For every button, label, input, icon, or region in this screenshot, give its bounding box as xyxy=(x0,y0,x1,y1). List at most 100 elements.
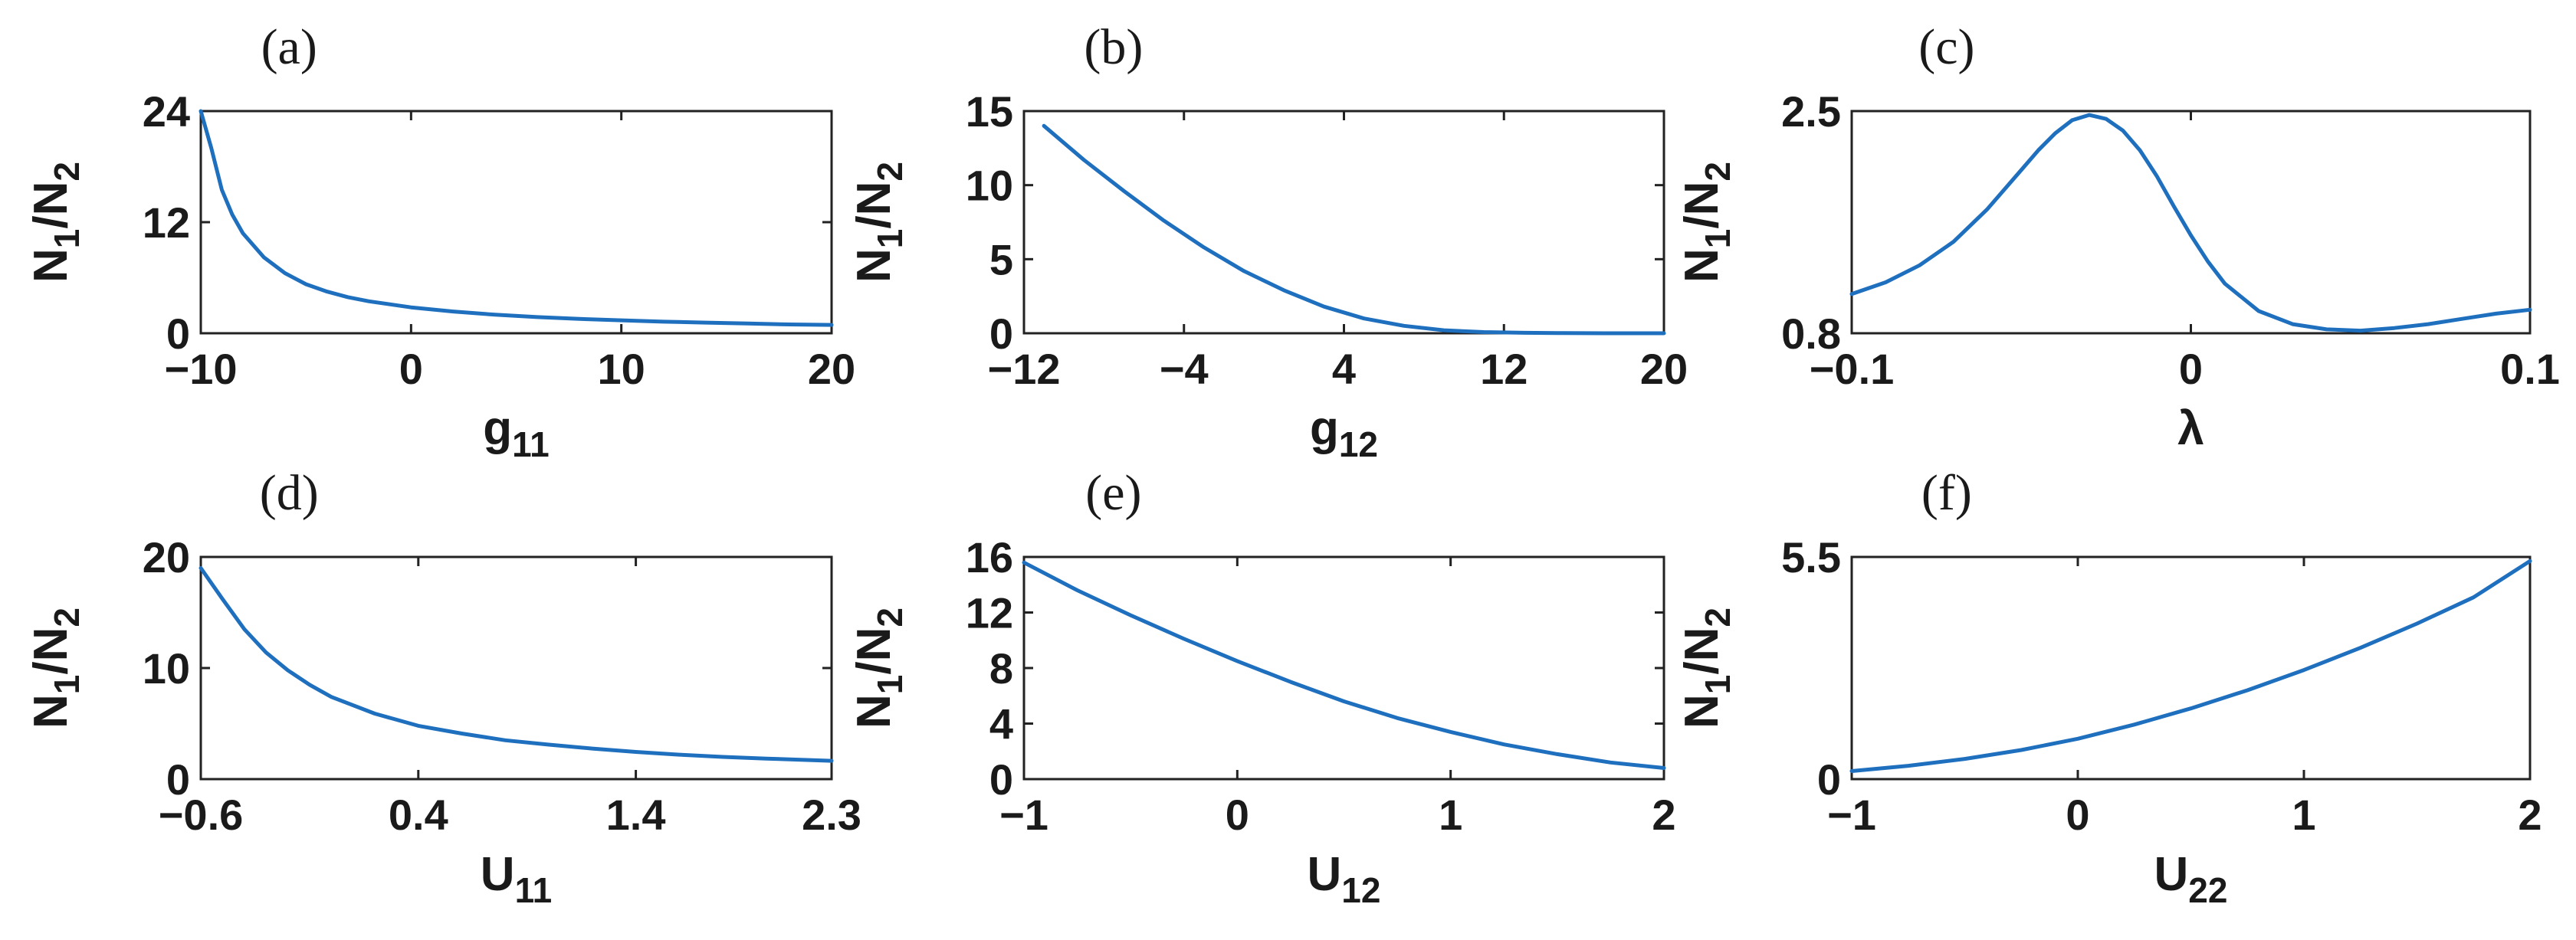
x-axis-label-subscript: 12 xyxy=(1339,424,1378,464)
y-axis-label-main: N xyxy=(25,694,77,729)
x-axis-label-subscript: 11 xyxy=(512,424,550,464)
x-tick-label: 20 xyxy=(808,345,855,393)
y-tick-label: 0.8 xyxy=(1781,310,1841,358)
x-axis-label-main: U xyxy=(1308,848,1342,901)
plot-frame xyxy=(1022,110,1665,335)
x-tick-label: −4 xyxy=(1160,345,1209,393)
x-tick-label: −0.6 xyxy=(159,791,244,839)
panel-2: −0.1 0 0.1 0.8 2.5 (c) λ N1/N2 xyxy=(1675,19,2560,455)
x-axis-label: U11 xyxy=(481,848,552,910)
x-tick-label: 10 xyxy=(598,345,645,393)
y-tick-label: 0 xyxy=(166,755,190,804)
x-axis-label: U12 xyxy=(1308,848,1381,910)
y-tick-label: 24 xyxy=(143,87,190,136)
y-tick-label: 12 xyxy=(143,198,190,247)
x-tick-label: −0.1 xyxy=(1810,345,1895,393)
y-axis-label: N1/N2 xyxy=(848,162,910,283)
x-tick-label: 0 xyxy=(2179,345,2203,393)
data-series-line xyxy=(1849,113,2532,333)
x-axis-label-main: g xyxy=(483,402,512,455)
x-axis-label-main: U xyxy=(481,848,515,901)
y-axis-label-subscript: 1 xyxy=(47,675,87,695)
x-tick-label: 1 xyxy=(2292,791,2315,839)
y-tick-label: 4 xyxy=(989,700,1013,748)
y-tick-label: 12 xyxy=(966,589,1013,637)
x-axis-label-subscript: 12 xyxy=(1341,870,1380,910)
y-axis-label-subscript: 2 xyxy=(1698,162,1738,182)
x-tick-label: 4 xyxy=(1332,345,1356,393)
y-tick-label: 5 xyxy=(989,235,1013,283)
panel-tag: (b) xyxy=(1084,19,1143,75)
y-axis-label: N1/N2 xyxy=(848,608,910,729)
y-axis-label-middle: /N xyxy=(848,182,901,229)
y-axis-label-subscript: 1 xyxy=(47,229,87,249)
y-axis-label: N1/N2 xyxy=(25,162,87,283)
x-tick-label: 20 xyxy=(1640,345,1688,393)
panel-tag: (f) xyxy=(1921,465,1972,521)
y-axis-label-main: N xyxy=(1675,694,1728,729)
plot-frame xyxy=(1022,555,1665,781)
y-tick-label: 0 xyxy=(989,755,1013,804)
y-tick-label: 10 xyxy=(143,644,190,693)
x-tick-label: 2 xyxy=(1652,791,1675,839)
x-axis-label: g12 xyxy=(1310,402,1378,464)
y-tick-label: 0 xyxy=(989,310,1013,358)
x-tick-label: 0 xyxy=(2066,791,2089,839)
x-tick-label: 12 xyxy=(1480,345,1528,393)
x-tick-label: 0.1 xyxy=(2500,345,2560,393)
data-series-line xyxy=(1849,558,2532,773)
panel-3: −0.6 0.4 1.4 2.3 0 10 20 (d) U11 N1/N2 xyxy=(25,465,861,910)
y-tick-label: 0 xyxy=(166,310,190,358)
y-axis-label-middle: /N xyxy=(1675,627,1728,675)
x-tick-label: −1 xyxy=(1827,791,1876,839)
plot-frame xyxy=(1850,555,2532,781)
data-series-line xyxy=(199,109,834,327)
panel-tag: (a) xyxy=(261,19,317,75)
y-tick-label: 8 xyxy=(989,644,1013,693)
x-axis-label: g11 xyxy=(483,402,550,464)
data-series-line xyxy=(1042,123,1666,336)
y-axis-label-subscript: 2 xyxy=(47,608,87,627)
y-axis-label-subscript: 2 xyxy=(870,608,910,627)
x-tick-label: −10 xyxy=(165,345,238,393)
y-axis-label-main: N xyxy=(25,248,77,283)
panel-tag: (d) xyxy=(260,465,319,521)
y-axis-label-subscript: 2 xyxy=(1698,608,1738,627)
y-tick-label: 2.5 xyxy=(1781,87,1841,136)
y-axis-label-subscript: 1 xyxy=(1698,229,1738,249)
plot-frame xyxy=(199,110,833,335)
y-axis-label-main: N xyxy=(848,248,901,283)
y-axis-label-main: N xyxy=(1675,248,1728,283)
y-tick-label: 16 xyxy=(966,533,1013,581)
plot-frame xyxy=(1850,110,2532,335)
x-tick-label: 0 xyxy=(1226,791,1249,839)
x-tick-label: 2 xyxy=(2518,791,2542,839)
y-tick-label: 15 xyxy=(966,87,1013,136)
y-tick-label: 5.5 xyxy=(1781,533,1841,581)
y-axis-label-middle: /N xyxy=(25,182,77,229)
x-tick-label: 0 xyxy=(399,345,423,393)
y-tick-label: 0 xyxy=(1817,755,1841,804)
y-axis-label-main: N xyxy=(848,694,901,729)
x-axis-label-main: λ xyxy=(2177,402,2204,455)
y-axis-label-subscript: 2 xyxy=(47,162,87,182)
x-axis-label-subscript: 22 xyxy=(2188,870,2227,910)
y-axis-label-middle: /N xyxy=(848,627,901,675)
x-tick-label: −1 xyxy=(999,791,1048,839)
y-axis-label-subscript: 2 xyxy=(870,162,910,182)
x-tick-label: 1.4 xyxy=(606,791,666,839)
y-axis-label: N1/N2 xyxy=(25,608,87,729)
data-series-line xyxy=(1022,560,1666,770)
data-series-line xyxy=(199,566,834,763)
y-axis-label-subscript: 1 xyxy=(1698,675,1738,695)
y-axis-label-subscript: 1 xyxy=(870,675,910,695)
y-axis-label: N1/N2 xyxy=(1675,608,1738,729)
x-tick-label: 1 xyxy=(1439,791,1462,839)
y-axis-label: N1/N2 xyxy=(1675,162,1738,283)
plot-frame xyxy=(199,555,833,781)
x-axis-label: λ xyxy=(2177,402,2204,455)
